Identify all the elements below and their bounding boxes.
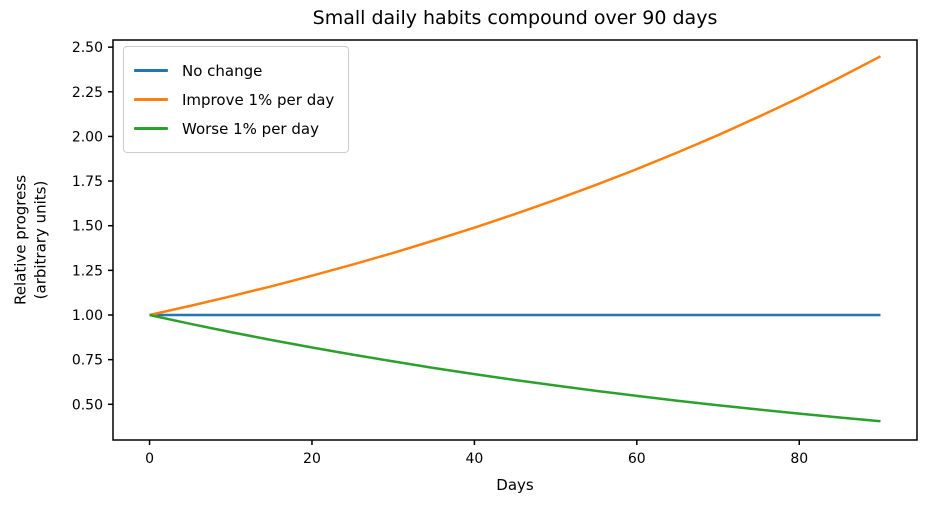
y-tick-label: 0.75 [72,353,103,369]
y-tick-label: 0.50 [72,397,103,413]
legend-line-swatch [134,127,168,130]
series-line-1 [149,55,882,317]
chart-title: Small daily habits compound over 90 days [312,7,718,29]
y-axis-label: Relative progress (arbitrary units) [11,174,50,306]
legend-label: Worse 1% per day [182,119,319,138]
legend-label: Improve 1% per day [182,90,335,109]
y-tick-label: 1.75 [72,174,103,190]
legend-label: No change [182,61,263,80]
legend-item-1: Improve 1% per day [134,85,334,114]
y-tick-label: 1.00 [72,308,103,324]
legend: No change Improve 1% per day Worse 1% per … [123,46,350,153]
x-tick-label: 40 [465,451,483,467]
axes-frame [112,39,918,441]
x-tick-label: 20 [303,451,321,467]
y-tick-label: 1.50 [72,219,103,235]
legend-item-0: No change [134,56,334,85]
legend-item-2: Worse 1% per day [134,114,334,143]
series-line-2 [149,313,881,423]
y-tick-label: 1.25 [72,263,103,279]
y-tick-label: 2.00 [72,129,103,145]
legend-line-swatch [134,98,168,101]
x-tick-label: 60 [628,451,646,467]
y-tick-label: 2.25 [72,85,103,101]
x-axis-label: Days [496,476,534,494]
legend-line-swatch [134,69,168,72]
y-tick-label: 2.50 [72,40,103,56]
x-tick-label: 0 [145,451,154,467]
x-tick-label: 80 [790,451,808,467]
